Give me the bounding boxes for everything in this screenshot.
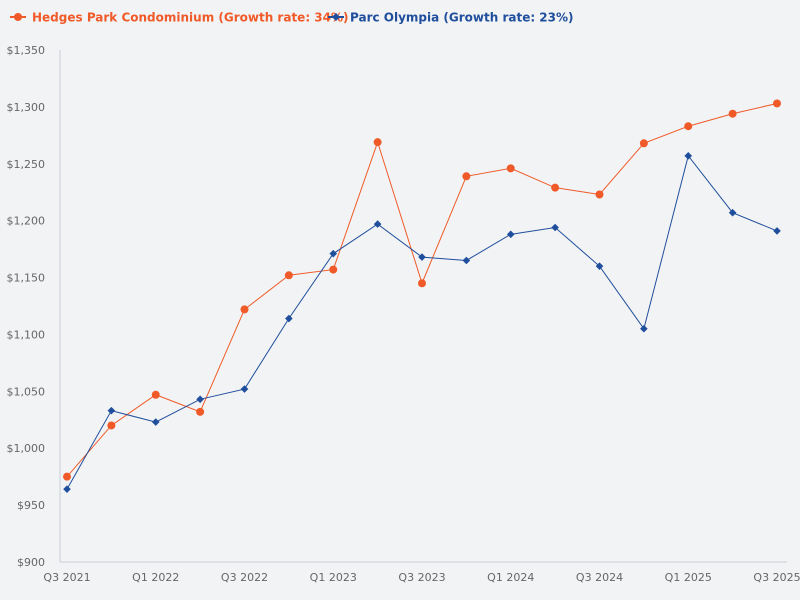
data-point — [63, 485, 71, 493]
x-tick-label: Q3 2022 — [221, 571, 268, 584]
x-tick-label: Q3 2025 — [753, 571, 800, 584]
legend-label: Hedges Park Condominium (Growth rate: 34… — [32, 11, 349, 25]
legend: Hedges Park Condominium (Growth rate: 34… — [10, 11, 574, 25]
y-tick-label: $1,150 — [7, 272, 46, 285]
series-layer — [63, 99, 781, 493]
data-point — [506, 230, 515, 239]
x-tick-label: Q1 2023 — [310, 571, 357, 584]
legend-item: Hedges Park Condominium (Growth rate: 34… — [10, 11, 349, 25]
data-point — [684, 152, 693, 160]
data-point — [639, 139, 648, 148]
data-point — [462, 256, 471, 265]
x-tick-label: Q3 2024 — [576, 571, 623, 584]
y-tick-label: $1,000 — [7, 442, 46, 455]
data-point — [551, 183, 560, 192]
data-point — [373, 220, 382, 228]
legend-marker-diamond — [332, 13, 340, 21]
y-tick-label: $1,050 — [7, 385, 46, 398]
legend-marker-circle — [14, 13, 22, 21]
data-point — [285, 314, 293, 323]
data-point — [595, 190, 604, 199]
data-point — [196, 407, 205, 416]
x-tick-label: Q3 2023 — [398, 571, 445, 584]
data-point — [373, 138, 382, 147]
axes — [59, 50, 787, 563]
data-point — [107, 406, 116, 415]
data-point — [240, 305, 249, 314]
series-1 — [63, 99, 781, 481]
data-point — [728, 208, 737, 217]
data-point — [284, 271, 293, 280]
data-point — [551, 223, 559, 232]
data-point — [107, 421, 116, 430]
data-point — [728, 109, 737, 118]
x-tick-label: Q1 2025 — [665, 571, 712, 584]
data-point — [329, 265, 338, 274]
y-tick-label: $1,300 — [7, 101, 46, 114]
x-tick-label: Q1 2022 — [132, 571, 179, 584]
data-point — [462, 172, 471, 181]
x-axis-ticks: Q3 2021 Q1 2022 Q3 2022 Q1 2023 Q3 2023 Q1 20… — [43, 571, 800, 584]
series-line — [66, 154, 778, 490]
data-point — [773, 227, 781, 235]
y-tick-label: $1,200 — [7, 215, 46, 228]
x-tick-label: Q3 2021 — [43, 571, 90, 584]
y-tick-label: $1,100 — [7, 328, 46, 341]
y-tick-label: $1,350 — [7, 44, 46, 57]
y-tick-label: $900 — [17, 556, 45, 569]
data-point — [640, 324, 648, 333]
series-2 — [63, 152, 781, 493]
data-point — [684, 122, 693, 131]
y-tick-label: $1,250 — [7, 158, 46, 171]
data-point — [63, 472, 71, 481]
y-axis-ticks: $900 $950 $1,000 $1,050 $1,100 $1,150 $1,200 $1… — [7, 44, 46, 569]
data-point — [773, 99, 781, 108]
data-point — [151, 390, 160, 399]
data-point — [418, 253, 426, 261]
data-point — [329, 249, 338, 258]
series-line — [66, 102, 778, 477]
x-tick-label: Q1 2024 — [487, 571, 534, 584]
data-point — [506, 164, 515, 173]
data-point — [196, 395, 204, 404]
data-point — [240, 385, 249, 393]
data-point — [151, 418, 160, 426]
data-point — [418, 279, 426, 288]
data-point — [595, 262, 604, 270]
legend-item: Parc Olympia (Growth rate: 23%) — [328, 11, 574, 25]
legend-label: Parc Olympia (Growth rate: 23%) — [350, 11, 574, 25]
y-tick-label: $950 — [17, 499, 45, 512]
